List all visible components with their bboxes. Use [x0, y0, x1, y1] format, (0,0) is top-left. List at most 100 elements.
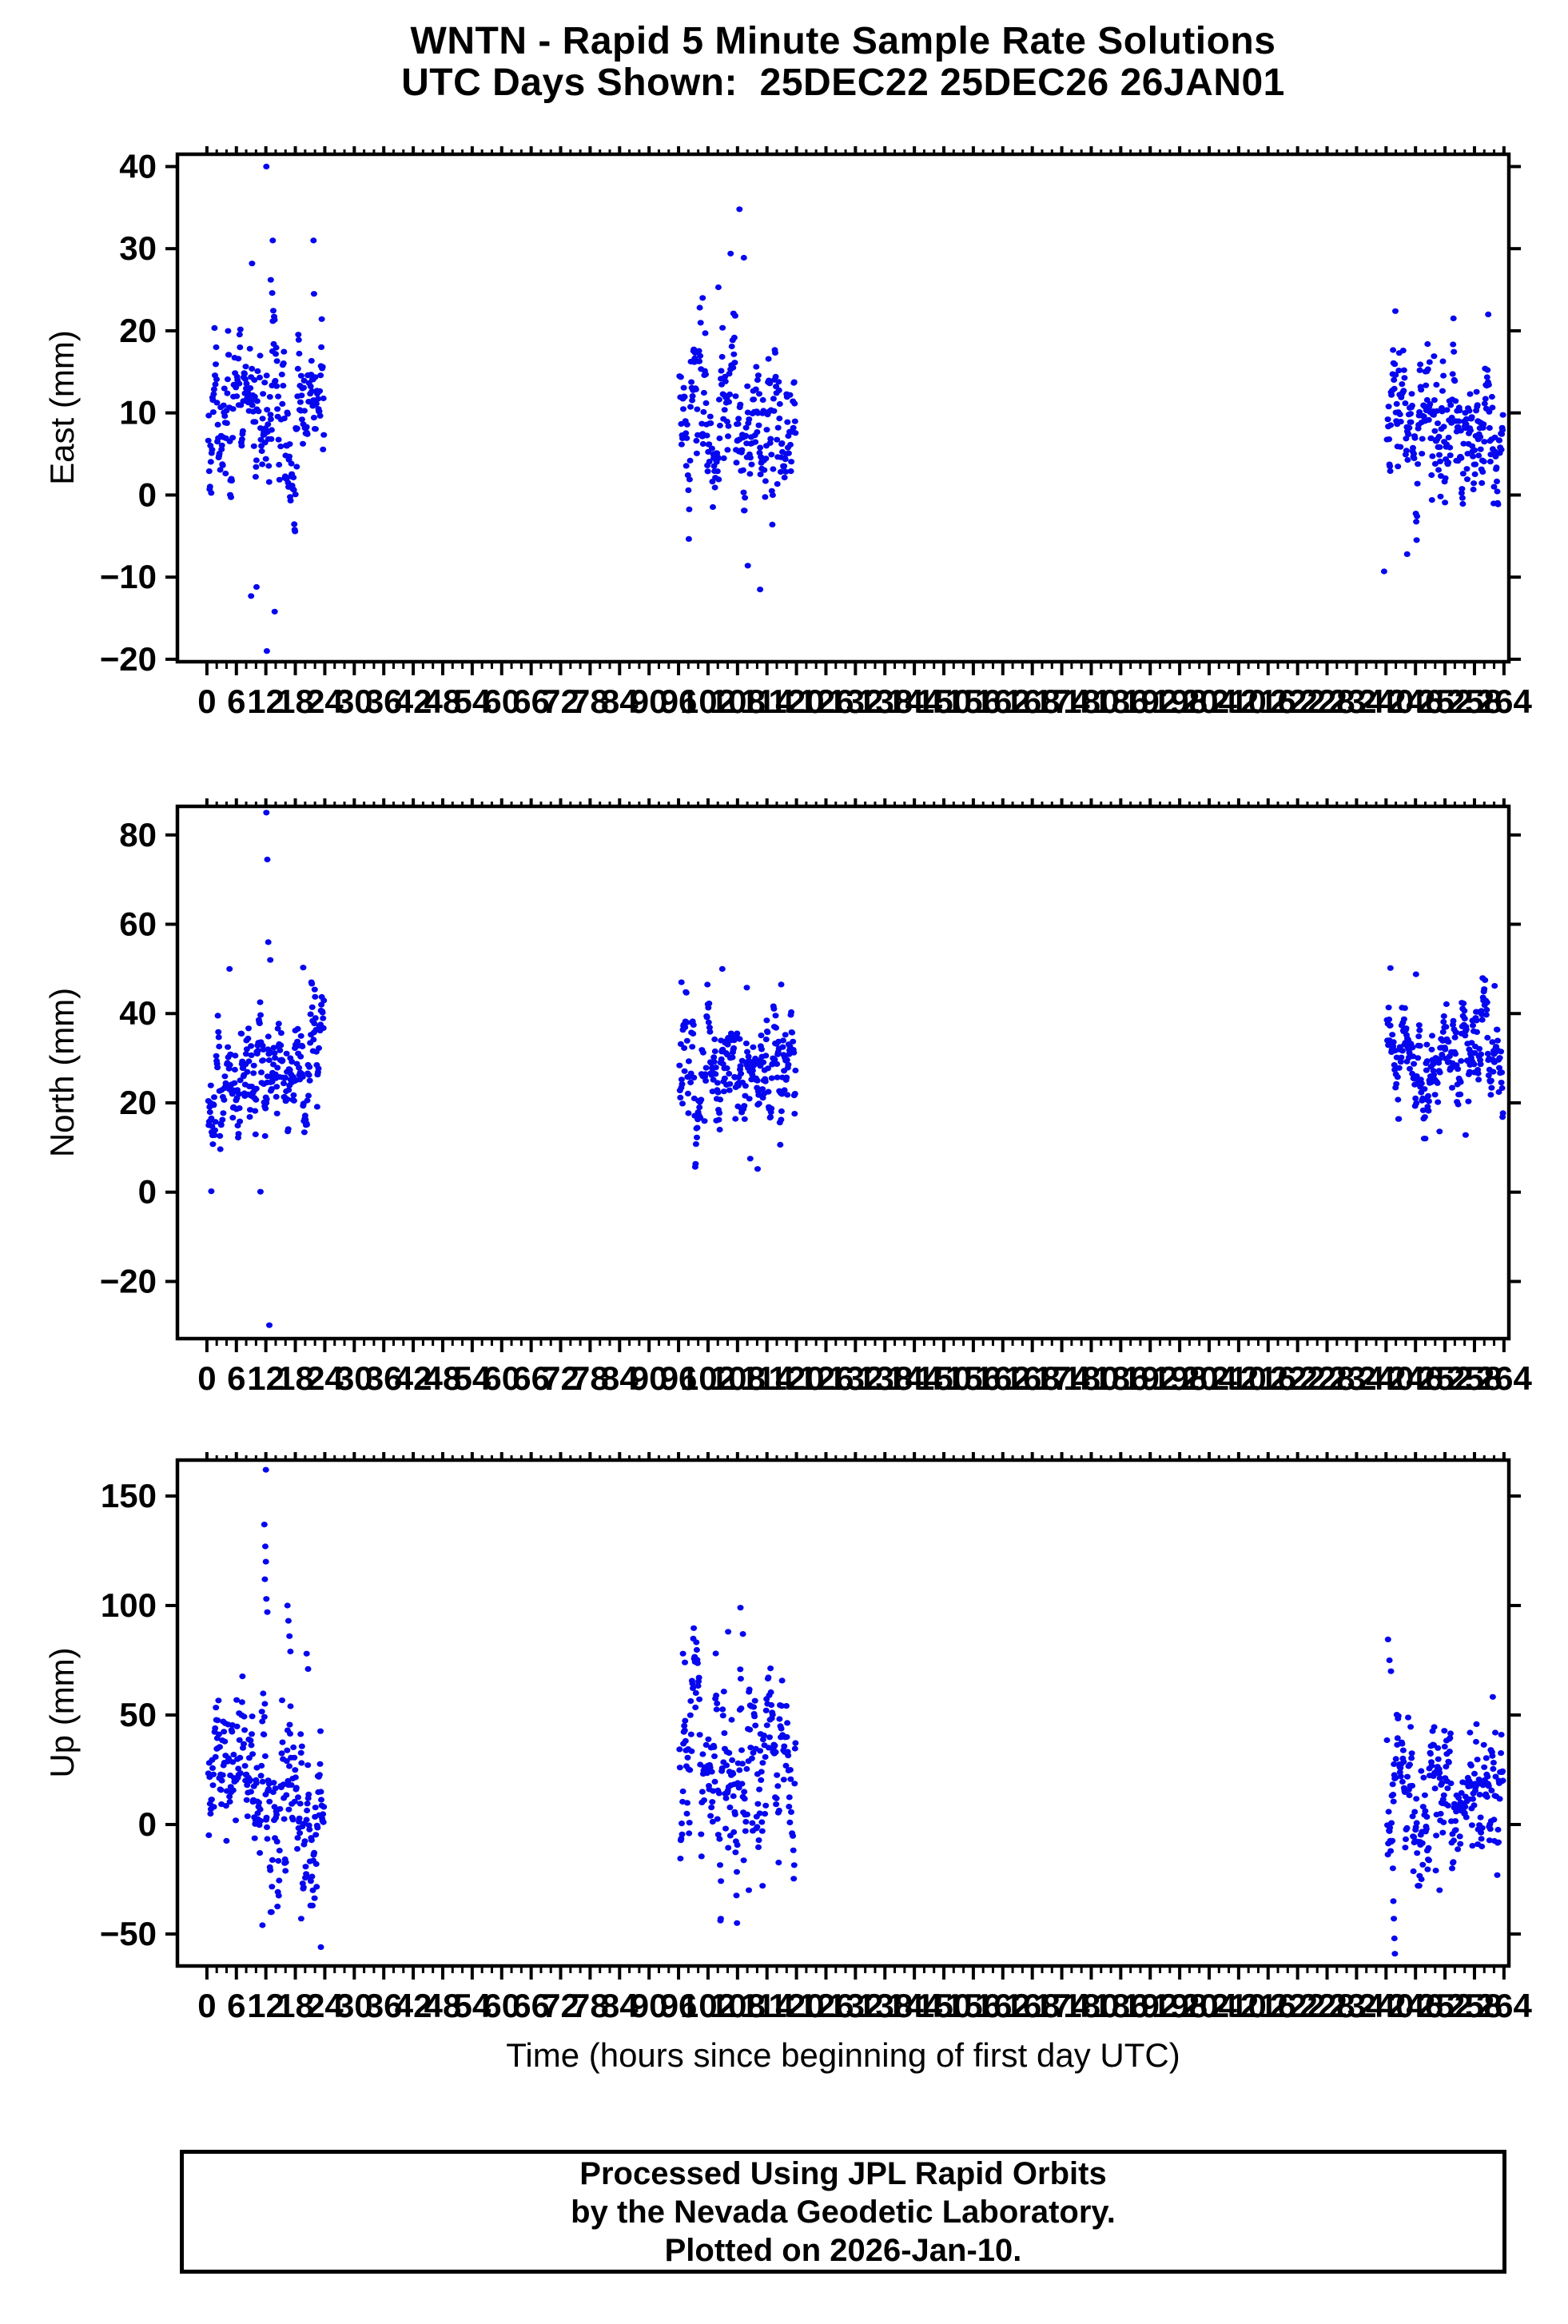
data-point — [265, 479, 273, 485]
data-point — [714, 1080, 721, 1086]
data-point — [777, 468, 784, 476]
y-tick-label: −20 — [100, 640, 157, 678]
data-point — [286, 1763, 293, 1769]
data-point — [1407, 1065, 1413, 1072]
data-point — [229, 435, 237, 441]
data-point — [791, 418, 798, 424]
data-point — [1496, 1065, 1502, 1071]
data-point — [762, 1053, 770, 1059]
data-point — [1468, 414, 1475, 420]
data-point — [223, 420, 230, 427]
data-point — [1403, 436, 1410, 442]
data-point — [782, 1032, 789, 1038]
data-point — [1387, 463, 1394, 470]
data-point — [726, 1080, 734, 1087]
data-point — [681, 1727, 688, 1733]
data-point — [290, 487, 297, 493]
data-point — [1494, 501, 1502, 507]
data-point — [1481, 986, 1488, 993]
data-point — [1391, 376, 1398, 383]
data-point — [687, 1731, 694, 1737]
data-point — [279, 1739, 286, 1745]
data-point — [1462, 1033, 1469, 1039]
data-point — [212, 1753, 219, 1760]
data-point — [249, 402, 256, 408]
x-tick-label: 186 — [1092, 682, 1148, 720]
data-point — [1447, 1730, 1454, 1737]
data-point — [1399, 381, 1406, 388]
y-axis-title-north: North (mm) — [43, 987, 81, 1158]
data-point — [320, 1015, 327, 1021]
data-point — [213, 376, 220, 383]
data-point — [1428, 1762, 1435, 1769]
data-point — [1424, 1866, 1431, 1872]
data-point — [261, 1132, 269, 1140]
data-point — [252, 474, 259, 480]
data-point — [738, 1781, 746, 1787]
data-point — [210, 386, 217, 392]
data-point — [1467, 428, 1474, 434]
data-point — [769, 1711, 776, 1718]
data-point — [283, 1050, 290, 1057]
data-point — [260, 1046, 267, 1053]
data-point — [1419, 1804, 1427, 1810]
data-point — [274, 1904, 281, 1910]
data-point — [679, 1788, 686, 1795]
y-tick-label: 80 — [119, 816, 157, 854]
data-point-outlier — [1386, 1657, 1393, 1664]
data-point — [738, 447, 746, 453]
data-point — [1408, 1755, 1415, 1761]
data-point — [213, 400, 221, 406]
data-point — [791, 1091, 798, 1097]
data-point — [1384, 416, 1391, 423]
data-point — [241, 1727, 249, 1733]
x-tick-label: 66 — [512, 1359, 550, 1397]
data-point — [299, 1043, 306, 1050]
data-point — [1436, 1069, 1443, 1076]
x-tick-label: 150 — [916, 682, 972, 720]
data-point — [687, 1697, 694, 1705]
x-tick-label: 24 — [306, 1987, 344, 2024]
data-point — [1400, 367, 1407, 373]
data-point — [259, 461, 266, 468]
data-point — [716, 1126, 723, 1133]
data-point — [677, 374, 684, 380]
data-point — [276, 476, 283, 483]
data-point — [767, 1665, 774, 1672]
x-tick-label: 246 — [1387, 1359, 1443, 1397]
x-tick-label: 42 — [395, 1987, 432, 2024]
data-point — [273, 1838, 281, 1844]
data-point — [262, 456, 269, 462]
data-point — [724, 1041, 731, 1048]
data-point — [714, 455, 722, 462]
data-point — [1419, 436, 1426, 442]
data-point — [730, 1793, 737, 1800]
data-point — [1410, 1868, 1417, 1875]
data-point — [729, 1054, 736, 1061]
data-point — [1385, 1005, 1392, 1011]
data-point — [276, 1848, 283, 1854]
data-point — [261, 1731, 268, 1738]
plot-frame-up — [175, 1458, 1511, 1968]
data-point — [774, 1772, 781, 1778]
x-tick-label: 48 — [424, 682, 462, 720]
data-point-outlier — [284, 1602, 291, 1609]
data-point — [677, 1041, 684, 1047]
data-point — [708, 1769, 715, 1775]
data-point — [699, 440, 706, 448]
x-tick-label: 72 — [542, 682, 579, 720]
data-point — [286, 1067, 293, 1073]
data-point — [682, 1024, 689, 1030]
data-point — [1480, 458, 1487, 465]
data-point-outlier — [300, 965, 307, 971]
data-point — [704, 468, 711, 475]
data-point-outlier — [679, 1650, 686, 1657]
data-point — [1483, 1793, 1490, 1801]
data-point — [266, 1798, 273, 1805]
data-point — [1435, 1745, 1442, 1751]
data-point — [320, 395, 327, 402]
data-point-outlier — [746, 1887, 752, 1893]
data-point — [1422, 1136, 1429, 1142]
data-point — [1498, 1084, 1506, 1092]
data-point-outlier — [285, 1618, 292, 1624]
